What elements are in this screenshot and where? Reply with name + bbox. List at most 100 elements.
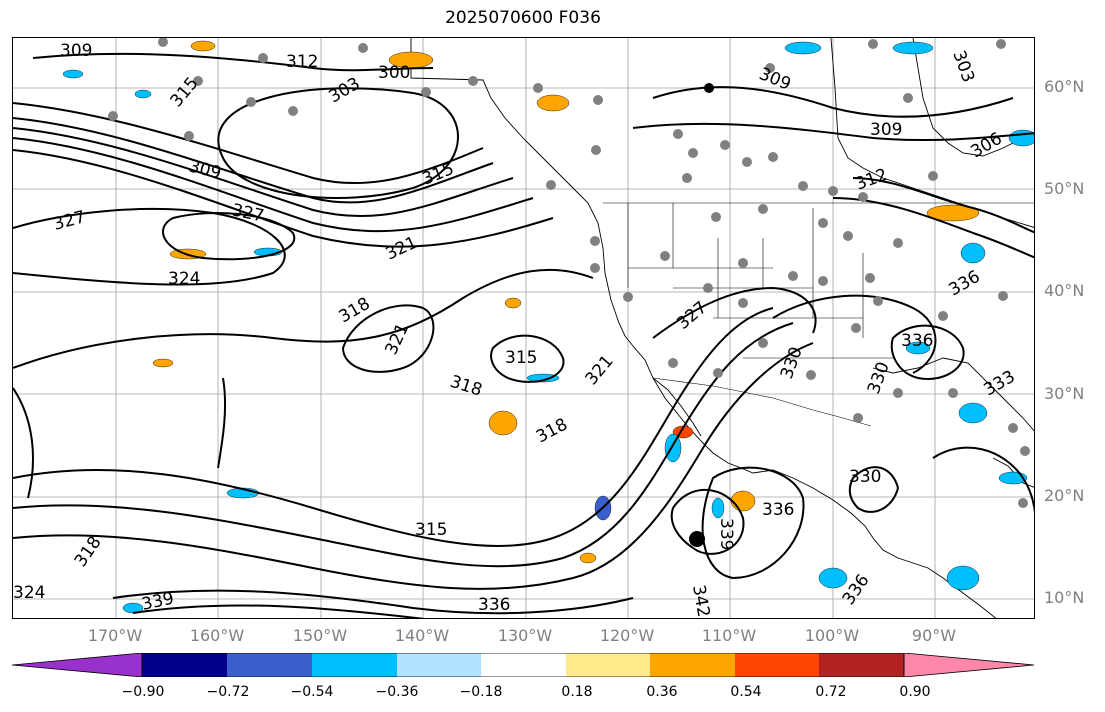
fill-patch [504, 297, 522, 309]
fill-patch [818, 567, 848, 589]
contour-line [13, 268, 594, 369]
station-dot [711, 212, 721, 222]
station-dot [246, 97, 256, 107]
colorbar-segment [142, 653, 227, 677]
border-us-mexico [652, 377, 872, 427]
lat-label-30: 30°N [1044, 384, 1085, 403]
contour-label: 330 [777, 344, 807, 381]
contour-label: 312 [853, 165, 890, 195]
contour-line [32, 52, 434, 72]
station-dot [768, 152, 778, 162]
station-dot [858, 192, 868, 202]
station-dot [590, 236, 600, 246]
fill-patch [946, 565, 980, 591]
contour-line [772, 294, 937, 374]
colorbar-tick-label: −0.18 [459, 684, 503, 700]
contour-label: 339 [716, 518, 736, 550]
colorbar-segment [397, 653, 481, 677]
station-dot [873, 296, 883, 306]
colorbar-tick-label: 0.90 [899, 684, 931, 700]
lon-label-140: 140°W [394, 626, 450, 645]
station-dot [1018, 498, 1028, 508]
fill-patch [526, 373, 560, 383]
contour-label: 318 [71, 533, 106, 571]
contour-line [490, 334, 565, 383]
colorbar-segment [819, 653, 904, 677]
station-dot [903, 93, 913, 103]
contour-label: 327 [51, 207, 88, 235]
station-dot [851, 323, 861, 333]
map-panel[interactable]: 309 312 300 309 303 315 309 309 315 327 … [12, 37, 1035, 619]
contour-line [670, 489, 745, 555]
station-dot [590, 263, 600, 273]
station-dot [738, 258, 748, 268]
contour-line [112, 589, 634, 615]
station-dot [358, 43, 368, 53]
station-dot [533, 83, 543, 93]
state-lines [627, 203, 893, 359]
contour-label: 321 [582, 351, 618, 389]
station-dot [893, 388, 903, 398]
station-dot [928, 171, 938, 181]
contour-label: 315 [415, 520, 447, 540]
contour-label: 336 [478, 595, 510, 615]
contour-label: 336 [901, 331, 933, 351]
colorbar-tick-label: 0.18 [561, 684, 593, 700]
storm-center-marker-small [704, 83, 714, 93]
colorbar-segment [566, 653, 650, 677]
station-dot [996, 39, 1006, 49]
contour-line [652, 286, 817, 339]
state-borders [603, 202, 1034, 427]
contour-line [890, 324, 965, 380]
fill-patch [730, 490, 756, 512]
contour-label: 330 [864, 359, 894, 396]
contour-line [13, 387, 34, 499]
contour-label: 342 [688, 583, 713, 618]
contour-label: 336 [762, 500, 794, 520]
fill-patch [784, 41, 822, 55]
contour-label: 309 [60, 41, 92, 61]
colorbar-segment [735, 653, 819, 677]
fill-patch [190, 40, 216, 52]
map-canvas: 309 312 300 309 303 315 309 309 315 327 … [13, 38, 1034, 618]
contour-label: 300 [378, 63, 410, 83]
station-dot [688, 148, 698, 158]
lon-label-110: 110°W [701, 626, 757, 645]
colorbar-tick-label: 0.72 [815, 684, 847, 700]
lon-label-120: 120°W [599, 626, 655, 645]
contour-line [217, 377, 227, 469]
lon-label-170: 170°W [87, 626, 143, 645]
colorbar-tick-label: −0.90 [121, 684, 165, 700]
contour-label: 306 [968, 129, 1006, 163]
station-dot [1020, 446, 1030, 456]
colorbar-segment-over [903, 653, 1035, 677]
station-dot [843, 231, 853, 241]
contour-line [832, 197, 1034, 259]
lat-label-50: 50°N [1044, 179, 1085, 198]
lat-label-40: 40°N [1044, 281, 1085, 300]
station-dot [788, 271, 798, 281]
station-dot [682, 173, 692, 183]
station-dot [258, 53, 268, 63]
contour-label: 336 [946, 267, 984, 301]
station-dot [468, 76, 478, 86]
contour-line [162, 212, 296, 261]
station-dot [865, 273, 875, 283]
fill-patch [152, 358, 174, 368]
station-dot [673, 129, 683, 139]
station-dot [660, 251, 670, 261]
contour-line [13, 307, 774, 547]
coastline-west [410, 38, 997, 618]
station-dot [818, 218, 828, 228]
contour-label: 312 [286, 52, 318, 72]
station-dot [893, 238, 903, 248]
contour-line [13, 102, 484, 185]
station-dot [720, 140, 730, 150]
station-dot [591, 145, 601, 155]
colorbar-segment [481, 653, 566, 677]
contour-line [701, 466, 805, 580]
station-dot [806, 370, 816, 380]
station-dot [798, 181, 808, 191]
contour-line [13, 207, 286, 286]
fill-patch [536, 94, 570, 112]
